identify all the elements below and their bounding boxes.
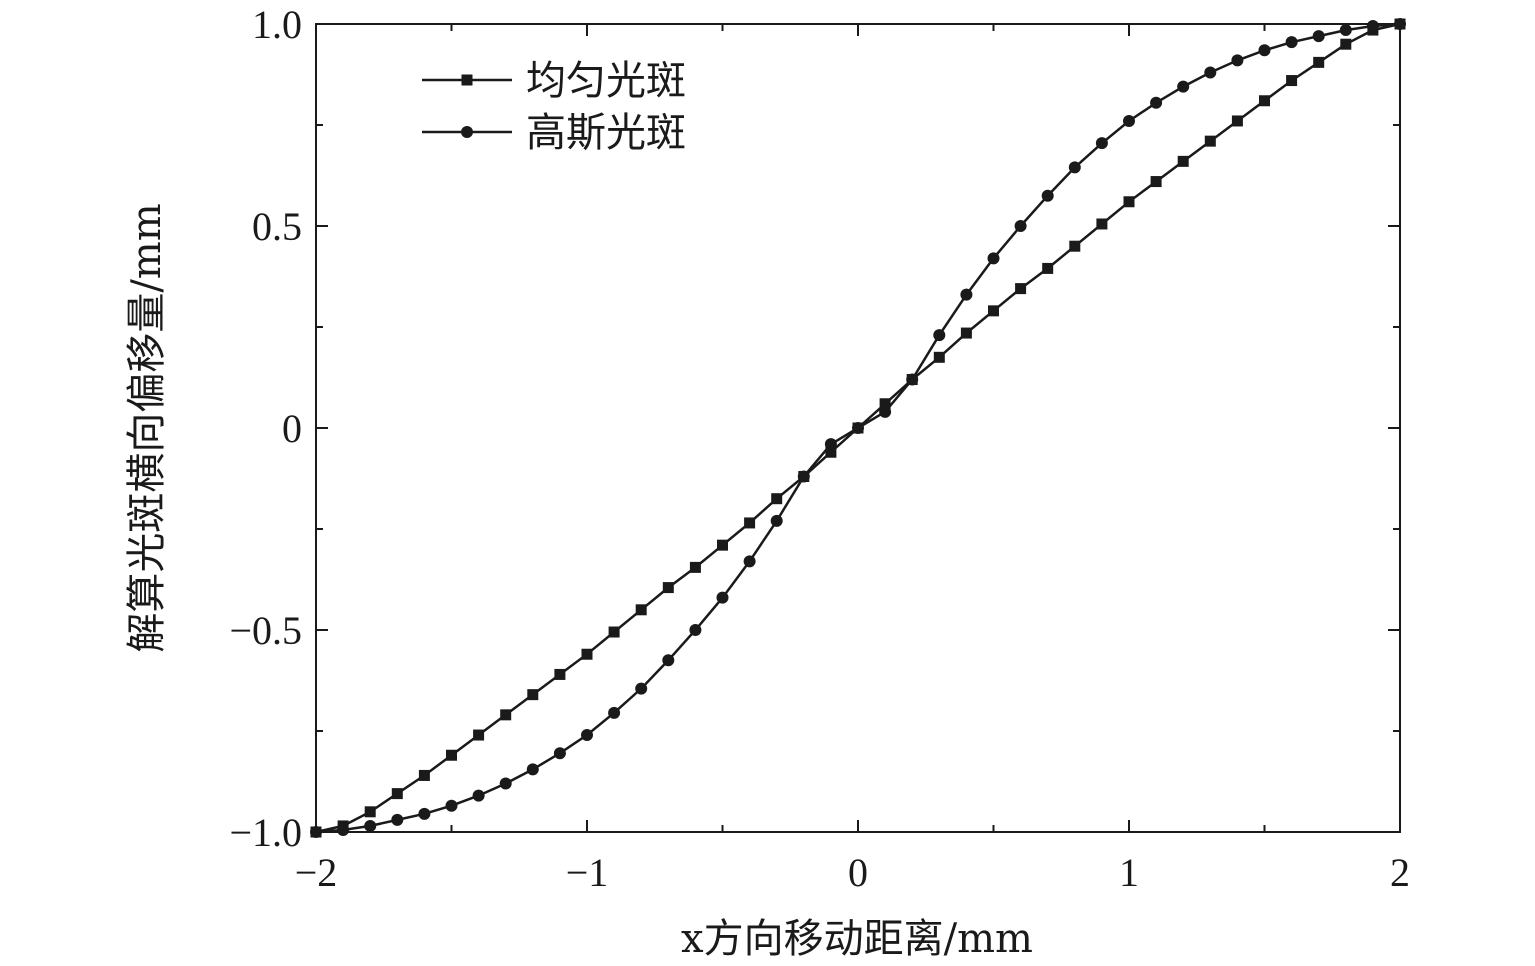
data-point-s1-10 [581, 729, 593, 742]
data-point-s1-11 [608, 706, 621, 719]
data-point-s1-12 [635, 682, 648, 695]
y-tick-label-3: 0.5 [252, 204, 302, 249]
data-point-s1-9 [553, 747, 566, 760]
legend-label-0: 均匀光斑 [526, 58, 686, 104]
data-point-s1-24 [960, 288, 973, 301]
data-point-s1-32 [1177, 80, 1190, 93]
y-tick-label-1: −0.5 [229, 608, 302, 653]
data-point-s0-27 [1042, 262, 1054, 274]
y-tick-label-4: 1.0 [252, 2, 302, 47]
data-point-s0-11 [608, 626, 620, 638]
y-tick-label-0: −1.0 [229, 810, 302, 855]
data-point-s0-30 [1123, 196, 1135, 208]
data-point-s0-25 [988, 305, 999, 317]
data-point-s1-0 [310, 826, 322, 838]
x-tick-label-0: −2 [295, 850, 338, 895]
data-point-s0-9 [554, 668, 566, 680]
data-point-s1-2 [364, 819, 377, 832]
legend-marker-0 [461, 74, 473, 86]
data-point-s0-38 [1340, 38, 1352, 50]
data-point-s1-33 [1204, 66, 1217, 79]
data-point-s1-7 [499, 777, 512, 790]
data-point-s0-4 [418, 769, 430, 781]
data-point-s1-18 [797, 470, 810, 483]
data-point-s1-16 [743, 555, 756, 568]
data-point-s0-24 [960, 327, 972, 339]
data-point-s0-13 [662, 582, 674, 594]
data-point-s1-39 [1366, 20, 1379, 33]
data-point-s0-31 [1150, 176, 1162, 188]
data-point-s1-30 [1123, 114, 1135, 127]
data-point-s1-15 [716, 591, 729, 604]
data-point-s1-34 [1231, 54, 1244, 67]
data-point-s0-34 [1231, 115, 1243, 127]
data-point-s1-28 [1068, 161, 1081, 174]
data-point-s0-17 [771, 493, 783, 505]
data-point-s0-7 [500, 709, 512, 721]
data-point-s0-23 [933, 351, 945, 363]
legend-marker-1 [461, 126, 473, 138]
data-point-s1-14 [689, 624, 702, 636]
data-point-s1-4 [418, 807, 431, 820]
data-point-s1-6 [472, 789, 485, 802]
x-axis-title: x方向移动距离/mm [681, 916, 1033, 962]
y-tick-label-2: 0 [282, 406, 302, 451]
data-point-s0-8 [527, 689, 539, 701]
data-point-s0-2 [364, 806, 376, 818]
data-point-s1-5 [445, 799, 458, 812]
data-point-s1-25 [987, 252, 1000, 265]
y-axis-title: 解算光斑横向偏移量/mm [124, 203, 170, 652]
data-point-s1-21 [879, 405, 892, 418]
data-point-s0-32 [1177, 155, 1189, 167]
data-point-s0-15 [717, 539, 728, 551]
data-point-s0-19 [825, 446, 837, 458]
data-point-s0-33 [1204, 135, 1216, 147]
data-point-s1-36 [1285, 36, 1298, 49]
data-point-s0-5 [446, 749, 457, 761]
data-point-s1-31 [1150, 96, 1163, 109]
data-point-s1-22 [906, 373, 919, 386]
data-point-s1-37 [1312, 30, 1325, 43]
data-point-s1-20 [852, 422, 864, 434]
data-point-s1-17 [770, 514, 783, 527]
data-point-s0-35 [1259, 95, 1270, 107]
data-point-s0-14 [689, 561, 701, 573]
data-point-s0-21 [879, 398, 891, 410]
data-point-s0-29 [1096, 218, 1108, 230]
data-point-s1-35 [1258, 44, 1271, 57]
data-point-s1-38 [1339, 24, 1352, 37]
data-point-s0-26 [1015, 283, 1027, 295]
data-point-s0-28 [1069, 240, 1081, 252]
data-point-s1-13 [662, 654, 675, 667]
data-point-s0-36 [1286, 75, 1298, 87]
x-tick-label-4: 2 [1390, 850, 1410, 895]
data-point-s0-16 [744, 517, 756, 529]
legend-label-1: 高斯光斑 [526, 110, 686, 156]
x-tick-label-3: 1 [1119, 850, 1139, 895]
data-point-s1-3 [391, 813, 404, 826]
data-point-s1-23 [933, 329, 946, 342]
x-tick-label-1: −1 [566, 850, 609, 895]
x-tick-label-2: 0 [848, 850, 868, 895]
data-point-s1-19 [824, 438, 837, 451]
data-point-s1-27 [1041, 189, 1054, 202]
axis-tick-labels: −2 −1 0 1 2 −1.0 −0.5 0 0.5 1.0 [229, 2, 1410, 895]
data-point-s0-12 [635, 604, 647, 616]
data-point-s0-6 [473, 729, 485, 741]
data-point-s0-3 [391, 788, 403, 800]
data-point-s1-40 [1394, 18, 1406, 30]
data-point-s1-1 [337, 823, 350, 836]
data-point-s1-26 [1014, 220, 1027, 232]
data-point-s0-10 [581, 648, 593, 660]
series-1 [310, 18, 1406, 838]
data-point-s0-37 [1313, 56, 1325, 68]
data-point-s1-29 [1095, 137, 1108, 150]
data-point-s1-8 [526, 763, 539, 776]
series-layer [310, 18, 1406, 838]
